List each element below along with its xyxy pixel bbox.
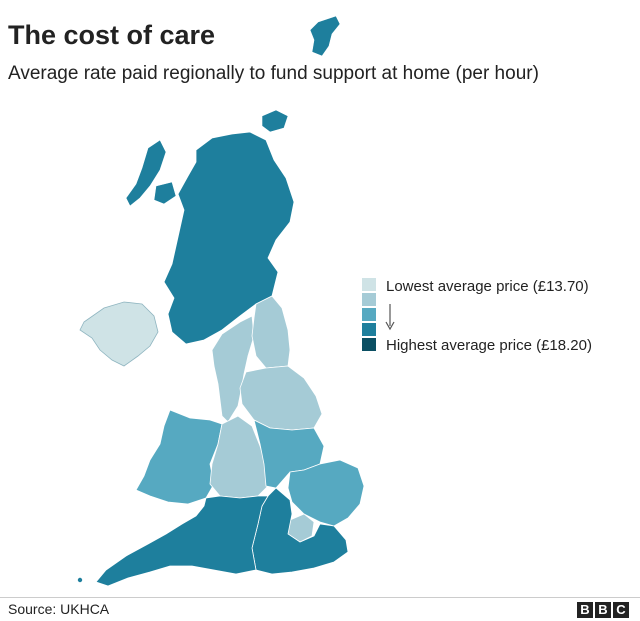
logo-letter-3: C bbox=[613, 602, 629, 618]
region-northern-ireland bbox=[79, 301, 159, 367]
logo-letter-1: B bbox=[577, 602, 593, 618]
legend-swatch-5 bbox=[362, 338, 376, 351]
legend: Lowest average price (£13.70) Highest av… bbox=[362, 278, 632, 358]
legend-low-label: Lowest average price (£13.70) bbox=[386, 278, 589, 295]
logo-letter-2: B bbox=[595, 602, 611, 618]
region-scotland-shetland bbox=[309, 15, 341, 57]
region-north-west-england bbox=[211, 315, 255, 423]
region-east-of-england bbox=[287, 459, 365, 527]
footer-divider bbox=[0, 597, 640, 598]
chart-title: The cost of care bbox=[8, 20, 216, 50]
region-scilly-isles bbox=[77, 577, 83, 583]
bbc-logo: B B C bbox=[577, 602, 629, 618]
legend-high-label: Highest average price (£18.20) bbox=[386, 337, 592, 354]
region-yorkshire-humber bbox=[239, 365, 323, 431]
legend-swatch-4 bbox=[362, 323, 376, 336]
source-note: Source: UKHCA bbox=[8, 601, 110, 617]
uk-region-map bbox=[77, 15, 365, 587]
region-scotland-orkney bbox=[261, 109, 289, 133]
region-scotland-skye bbox=[153, 181, 177, 205]
chart-subtitle: Average rate paid regionally to fund sup… bbox=[8, 63, 539, 84]
legend-swatch-2 bbox=[362, 293, 376, 306]
region-scotland bbox=[163, 131, 295, 345]
legend-swatch-3 bbox=[362, 308, 376, 321]
region-wales bbox=[135, 409, 223, 505]
region-south-west-england bbox=[95, 495, 269, 587]
region-north-east-england bbox=[251, 295, 291, 369]
region-scotland-western-isles bbox=[125, 139, 167, 207]
down-arrow-icon bbox=[385, 304, 395, 331]
legend-swatch-1 bbox=[362, 278, 376, 291]
